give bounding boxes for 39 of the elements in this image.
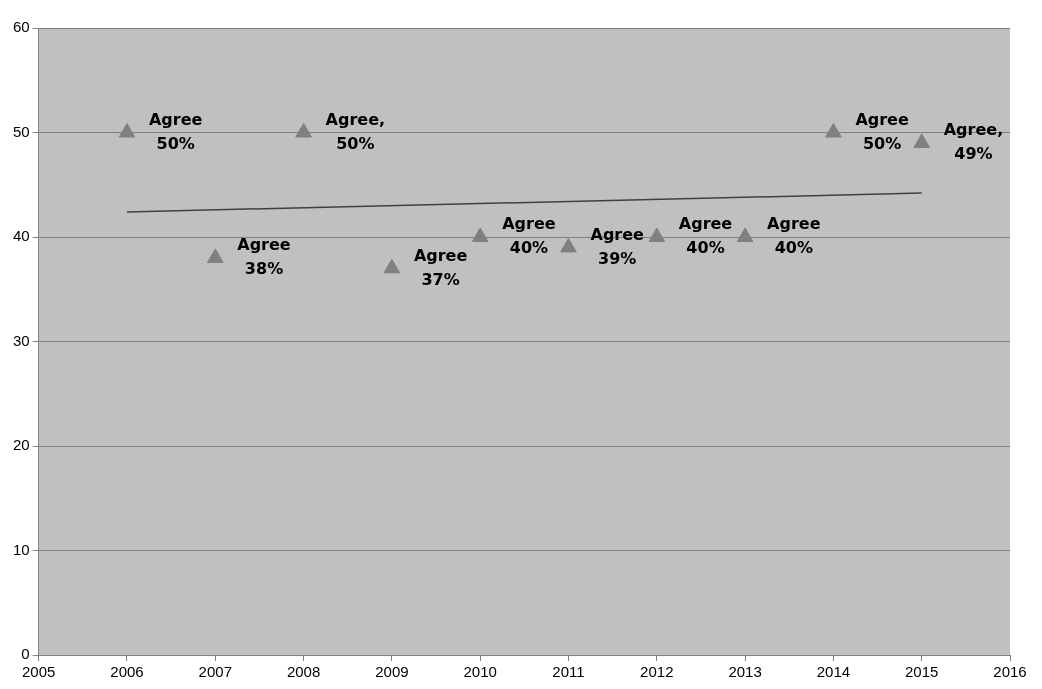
- data-label: Agree 38%: [237, 235, 291, 279]
- y-tick-label: 60: [13, 18, 30, 36]
- data-label: Agree, 49%: [943, 120, 1004, 164]
- point: [118, 123, 136, 138]
- y-tick-label: 20: [13, 436, 30, 454]
- point: [206, 248, 224, 263]
- data-label: Agree 40%: [502, 214, 556, 258]
- x-tick-label: 2010: [463, 663, 497, 681]
- x-tick-label: 2016: [993, 663, 1027, 681]
- point: [560, 237, 577, 253]
- x-tick-label: 2009: [375, 663, 409, 681]
- data-label: Agree 50%: [855, 109, 909, 153]
- x-tick-label: 2012: [640, 663, 674, 681]
- x-tick-label: 2005: [22, 663, 56, 681]
- x-tick-label: 2011: [552, 663, 585, 681]
- x-tick-label: 2014: [816, 663, 851, 681]
- data-label: Agree 39%: [590, 224, 645, 268]
- x-tick-label: 2008: [286, 663, 321, 681]
- point: [648, 227, 666, 242]
- x-tick-label: 2006: [110, 663, 144, 681]
- data-label: Agree, 50%: [325, 109, 386, 153]
- point: [913, 133, 930, 148]
- point: [825, 123, 842, 138]
- y-tick-label: 50: [13, 122, 30, 140]
- data-label: Agree 40%: [678, 214, 733, 258]
- point: [295, 123, 312, 138]
- y-tick-label: 0: [21, 645, 30, 663]
- point: [736, 227, 754, 242]
- y-tick-label: 40: [13, 227, 30, 245]
- point: [383, 258, 401, 274]
- x-tick-label: 2015: [905, 663, 939, 681]
- y-tick-label: 30: [13, 331, 30, 349]
- point: [471, 227, 489, 242]
- data-label: Agree 50%: [148, 109, 203, 153]
- y-tick-label: 10: [13, 540, 30, 558]
- x-tick-label: 2013: [728, 663, 762, 681]
- data-label: Agree 37%: [413, 245, 468, 289]
- data-label: Agree 40%: [767, 214, 821, 258]
- x-tick-label: 2007: [198, 663, 232, 681]
